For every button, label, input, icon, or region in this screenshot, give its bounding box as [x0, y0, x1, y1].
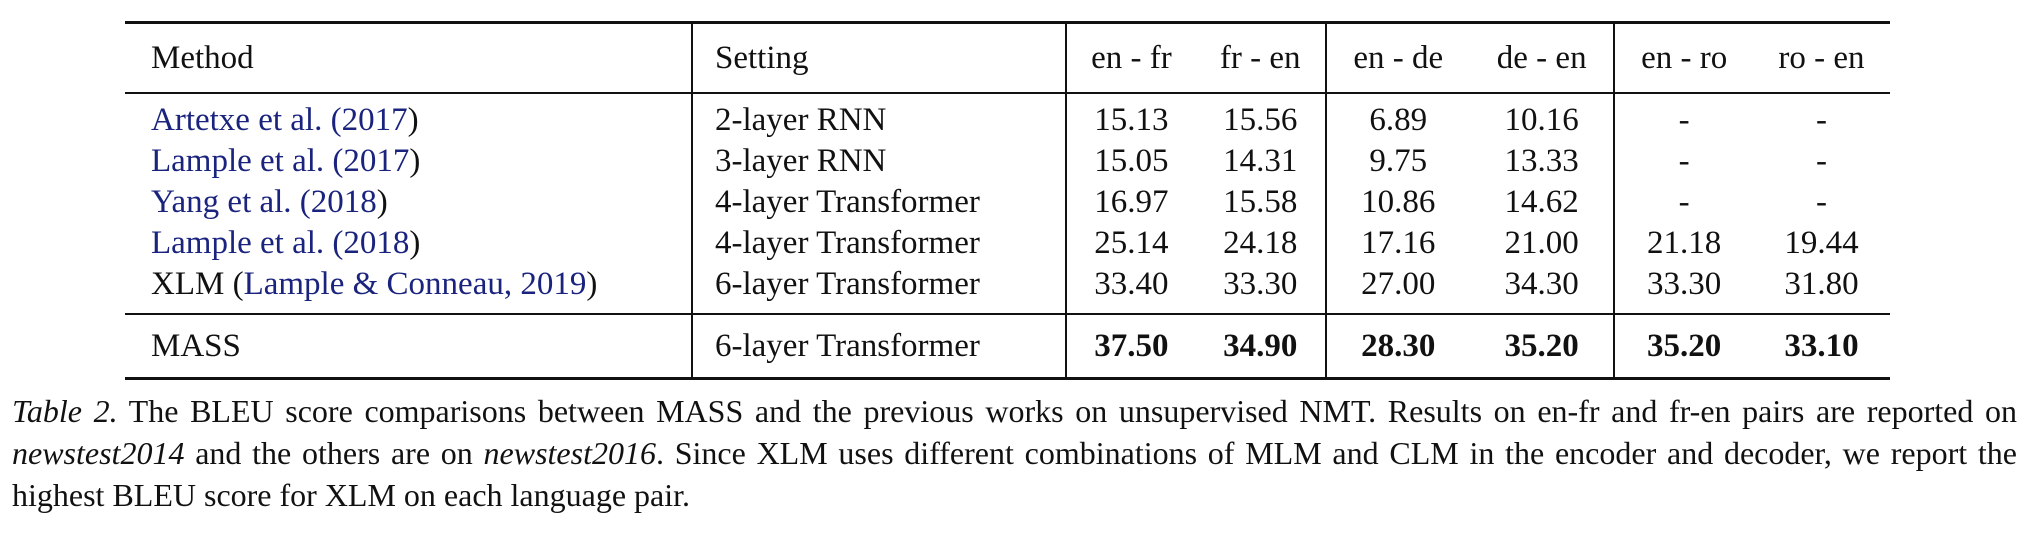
header-ro-en: ro - en	[1778, 39, 1865, 76]
score-en-fr: 15.05	[1065, 141, 1196, 182]
setting-cell: 4-layer Transformer	[691, 182, 1066, 223]
score-en-fr: 15.13	[1065, 92, 1196, 141]
setting-cell: 6-layer Transformer	[691, 264, 1066, 314]
score-en-de: 9.75	[1324, 141, 1470, 182]
header-en-ro: en - ro	[1613, 22, 1753, 93]
setting-cell: 6-layer Transformer	[691, 313, 1066, 379]
citation-year-link[interactable]: 2017	[343, 143, 410, 179]
score-fr-en: 33.30	[1223, 266, 1298, 302]
header-fr-en: fr - en	[1219, 39, 1301, 76]
header-en-fr: en - fr	[1065, 22, 1196, 93]
citation-link[interactable]: Lample et al. (	[151, 225, 344, 261]
score-en-ro: -	[1613, 182, 1753, 223]
caption-dataset: newstest2014	[12, 435, 185, 471]
score-fr-en: 24.18	[1223, 225, 1298, 261]
table-header-row: Method Setting en - fr fr - en en - de d…	[125, 22, 1890, 93]
caption-text: . Since XLM uses different combinations …	[12, 435, 2018, 513]
score-en-ro: -	[1613, 141, 1753, 182]
score-en-de: 17.16	[1324, 223, 1470, 264]
score-en-fr: 33.40	[1065, 264, 1196, 314]
score-en-de: 27.00	[1324, 264, 1470, 314]
citation-link[interactable]: Artetxe et al. (	[151, 102, 342, 138]
score-de-en: 14.62	[1504, 184, 1579, 220]
table-caption: Table 2. The BLEU score comparisons betw…	[12, 390, 2017, 516]
score-de-en: 35.20	[1469, 313, 1615, 379]
score-en-ro: 21.18	[1613, 223, 1753, 264]
table-row: Lample et al. (2018) 4-layer Transformer…	[125, 223, 1890, 264]
citation-close: )	[409, 225, 421, 261]
method-cell: Artetxe et al. (2017)	[125, 92, 692, 141]
score-ro-en: -	[1815, 184, 1827, 220]
score-ro-en: 33.10	[1752, 313, 1890, 379]
score-en-ro: 35.20	[1613, 313, 1753, 379]
setting-cell: 3-layer RNN	[691, 141, 1066, 182]
score-en-de: 6.89	[1324, 92, 1470, 141]
caption-dataset: newstest2016	[483, 435, 656, 471]
header-en-de: en - de	[1324, 22, 1470, 93]
score-de-en: 34.30	[1504, 266, 1579, 302]
score-ro-en: 19.44	[1784, 225, 1859, 261]
caption-text: and the others are on	[184, 435, 484, 471]
method-prefix: XLM (	[151, 266, 244, 302]
score-en-de: 10.86	[1324, 182, 1470, 223]
score-en-ro: 33.30	[1613, 264, 1753, 314]
method-cell: Lample et al. (2018)	[125, 223, 692, 264]
header-de-en: de - en	[1496, 39, 1587, 76]
citation-link[interactable]: Lample & Conneau,	[243, 266, 521, 302]
citation-year-link[interactable]: 2018	[310, 184, 377, 220]
method-cell: XLM (Lample & Conneau, 2019)	[125, 264, 692, 314]
citation-year-link[interactable]: 2017	[341, 102, 408, 138]
citation-close: )	[407, 102, 419, 138]
score-ro-en: -	[1815, 143, 1827, 179]
score-en-fr: 37.50	[1065, 313, 1196, 379]
score-fr-en: 15.58	[1223, 184, 1298, 220]
score-fr-en: 14.31	[1223, 143, 1298, 179]
score-ro-en: 31.80	[1784, 266, 1859, 302]
caption-text: The BLEU score comparisons between MASS …	[117, 393, 2018, 429]
table-row: Lample et al. (2017) 3-layer RNN 15.05 1…	[125, 141, 1890, 182]
citation-close: )	[376, 184, 388, 220]
method-cell: Lample et al. (2017)	[125, 141, 692, 182]
mass-row: MASS 6-layer Transformer 37.50 34.90 28.…	[125, 313, 1890, 379]
bleu-results-table: Method Setting en - fr fr - en en - de d…	[125, 21, 1890, 380]
score-de-en: 13.33	[1504, 143, 1579, 179]
citation-close: )	[586, 266, 598, 302]
table-row: Artetxe et al. (2017) 2-layer RNN 15.13 …	[125, 92, 1890, 141]
score-de-en: 21.00	[1504, 225, 1579, 261]
citation-year-link[interactable]: 2019	[520, 266, 587, 302]
score-en-ro: -	[1613, 92, 1753, 141]
citation-close: )	[409, 143, 421, 179]
citation-link[interactable]: Lample et al. (	[151, 143, 344, 179]
setting-cell: 2-layer RNN	[691, 92, 1066, 141]
method-cell: MASS	[125, 313, 692, 379]
results-table-wrap: Method Setting en - fr fr - en en - de d…	[125, 21, 1890, 380]
score-en-de: 28.30	[1324, 313, 1470, 379]
setting-cell: 4-layer Transformer	[691, 223, 1066, 264]
score-ro-en: -	[1752, 92, 1890, 141]
method-cell: Yang et al. (2018)	[125, 182, 692, 223]
citation-year-link[interactable]: 2018	[343, 225, 410, 261]
score-de-en: 10.16	[1469, 92, 1615, 141]
citation-link[interactable]: Yang et al. (	[151, 184, 311, 220]
header-setting: Setting	[691, 22, 1066, 93]
score-fr-en: 34.90	[1195, 313, 1326, 379]
score-fr-en: 15.56	[1195, 92, 1326, 141]
caption-label: Table 2.	[12, 393, 118, 429]
table-row: Yang et al. (2018) 4-layer Transformer 1…	[125, 182, 1890, 223]
score-en-fr: 16.97	[1065, 182, 1196, 223]
header-method: Method	[151, 39, 254, 76]
table-row: XLM (Lample & Conneau, 2019) 6-layer Tra…	[125, 264, 1890, 314]
score-en-fr: 25.14	[1065, 223, 1196, 264]
